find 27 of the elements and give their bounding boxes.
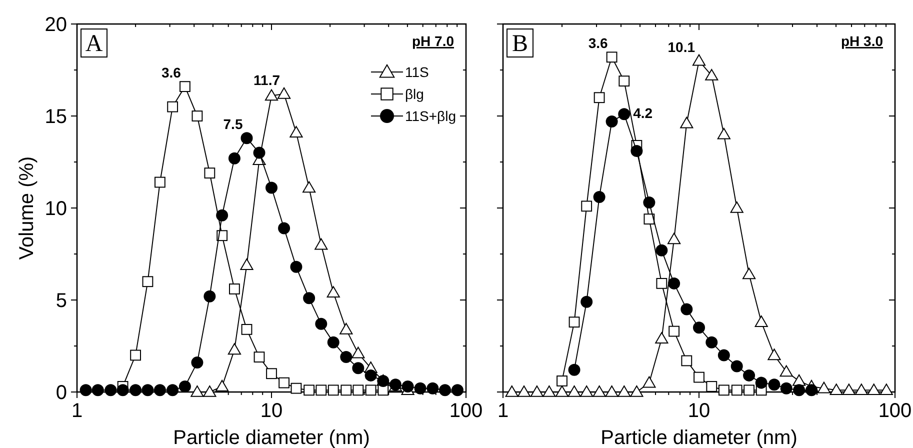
legend-label: 11S+βlg bbox=[405, 108, 456, 124]
legend-label: βlg bbox=[405, 86, 424, 102]
y-tick-label: 20 bbox=[44, 14, 67, 36]
annotation: pH 7.0 bbox=[412, 33, 454, 49]
x-tick-label: 1 bbox=[71, 400, 83, 422]
annotation: B bbox=[512, 31, 528, 57]
annotation: 10.1 bbox=[668, 38, 696, 55]
y-tick-label: 10 bbox=[44, 198, 67, 220]
x-tick-label: 100 bbox=[878, 400, 912, 422]
x-axis-title: Particle diameter (nm) bbox=[173, 427, 370, 448]
x-tick-label: 1 bbox=[497, 400, 509, 422]
y-tick-label: 5 bbox=[56, 290, 67, 312]
x-tick-label: 10 bbox=[688, 400, 710, 422]
x-tick-label: 100 bbox=[449, 400, 483, 422]
y-tick-label: 15 bbox=[44, 106, 67, 128]
x-tick-label: 10 bbox=[260, 400, 283, 422]
y-axis-title: Volume (%) bbox=[16, 156, 38, 260]
annotation: pH 3.0 bbox=[840, 33, 884, 49]
x-axis-title: Particle diameter (nm) bbox=[600, 427, 798, 448]
annotation: 3.6 bbox=[161, 64, 182, 81]
annotation: A bbox=[85, 31, 104, 57]
annotation: 4.2 bbox=[633, 105, 653, 122]
annotation: 11.7 bbox=[254, 72, 280, 88]
y-tick-label: 0 bbox=[56, 382, 67, 404]
annotation: 3.6 bbox=[588, 35, 608, 52]
legend-label: 11S bbox=[405, 64, 429, 80]
annotation: 7.5 bbox=[223, 116, 243, 132]
